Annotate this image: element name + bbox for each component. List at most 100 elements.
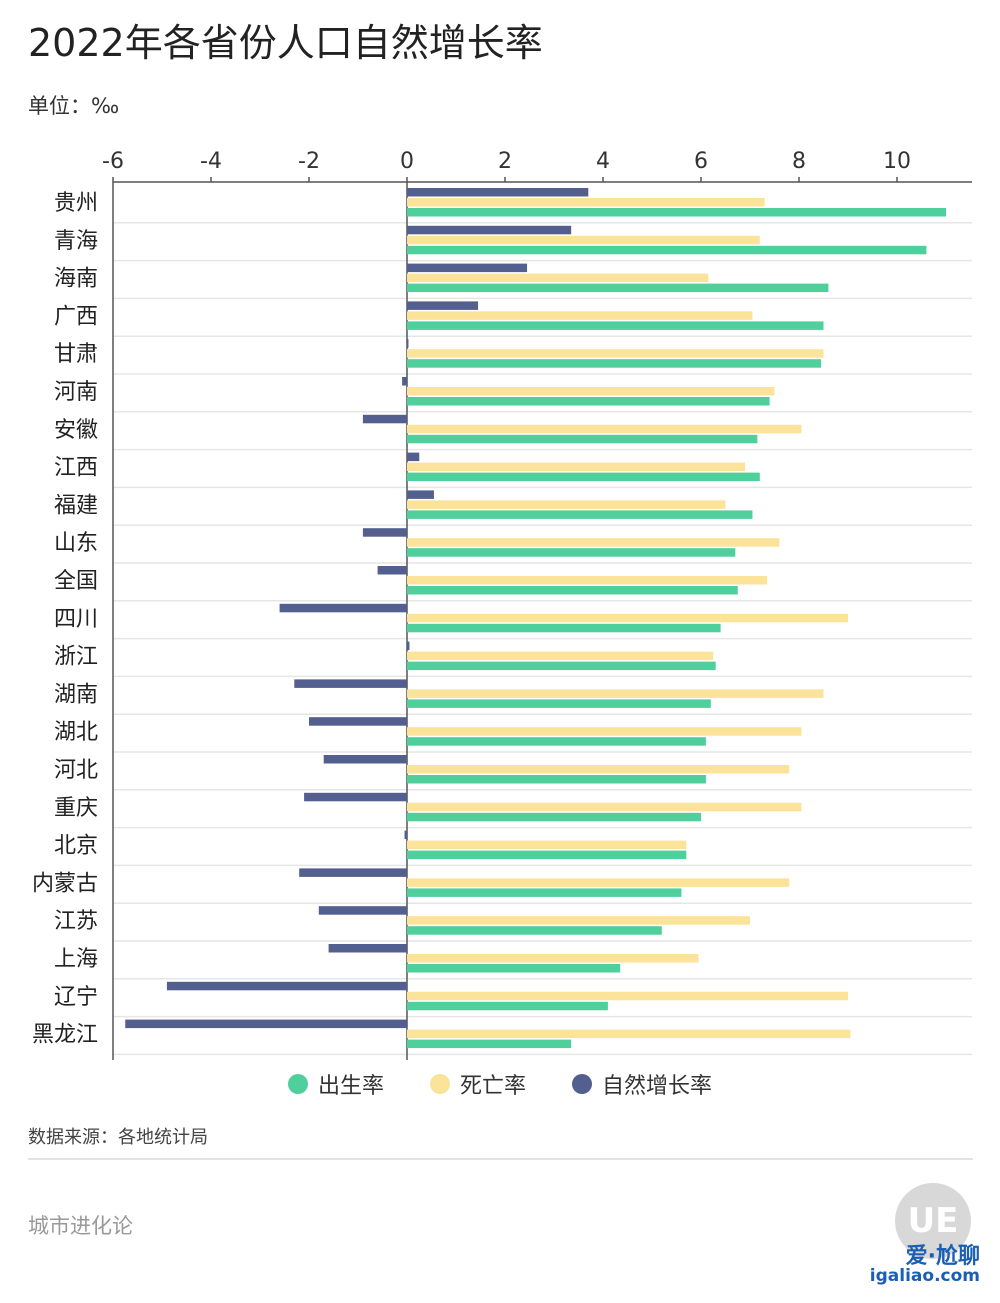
bar-natural [362, 528, 407, 537]
bar-natural [318, 906, 407, 915]
bar-natural [407, 301, 479, 310]
bar-birth [407, 321, 824, 330]
brand-logo: UE [895, 1183, 971, 1259]
bar-natural [377, 566, 407, 575]
bar-natural [309, 717, 407, 726]
bar-death [407, 954, 699, 963]
bar-birth [407, 283, 829, 293]
bar-birth [407, 926, 662, 935]
legend-item-death: 死亡率 [429, 1068, 526, 1100]
bar-natural [407, 452, 420, 462]
bar-death [407, 462, 746, 472]
category-label: 青海 [54, 229, 98, 254]
x-tick-label: -4 [200, 149, 222, 174]
data-source: 数据来源：各地统计局 [28, 1127, 208, 1148]
bar-natural [407, 225, 572, 235]
legend-label-natural: 自然增长率 [602, 1074, 713, 1099]
bar-death [407, 538, 780, 547]
category-label: 甘肃 [54, 342, 98, 367]
bar-natural [407, 641, 410, 651]
category-label: 江苏 [54, 909, 98, 934]
legend: 出生率 死亡率 自然增长率 [0, 1068, 1000, 1100]
unit-label: 单位：‰ [28, 94, 120, 118]
bar-birth [407, 623, 721, 633]
bar-birth [407, 548, 736, 557]
footer-brand: 城市进化论 [28, 1214, 133, 1238]
bar-birth [407, 888, 682, 897]
bar-death [407, 727, 802, 736]
bar-death [407, 878, 790, 887]
category-label: 广西 [54, 304, 98, 329]
legend-swatch-death [429, 1074, 450, 1094]
bar-natural [404, 830, 407, 840]
category-label: 海南 [54, 267, 98, 292]
category-label: 上海 [54, 947, 98, 972]
legend-label-birth: 出生率 [317, 1074, 384, 1099]
category-label: 湖南 [54, 682, 98, 707]
x-tick-label: -2 [298, 149, 320, 174]
bar-birth [407, 964, 621, 973]
bar-death [407, 1029, 851, 1039]
bar-birth [407, 359, 822, 368]
x-tick-label: 6 [694, 149, 708, 174]
category-label: 辽宁 [54, 985, 98, 1010]
category-label: 河北 [54, 758, 98, 783]
category-label: 内蒙古 [32, 871, 98, 896]
bar-birth [407, 472, 760, 482]
x-tick-label: 2 [498, 149, 512, 174]
legend-item-natural: 自然增长率 [572, 1068, 712, 1100]
bar-birth [407, 510, 753, 519]
category-label: 浙江 [54, 645, 98, 670]
bar-death [407, 349, 824, 358]
bar-birth [407, 397, 770, 406]
bar-birth [407, 775, 706, 784]
chart-title: 2022年各省份人口自然增长率 [28, 21, 543, 65]
bar-natural [407, 263, 528, 273]
x-tick-label: 0 [400, 149, 414, 174]
bar-natural [166, 981, 407, 991]
category-label: 重庆 [54, 796, 98, 821]
site-watermark: 爱·尬聊 igaliao.com [840, 1238, 990, 1294]
bar-birth [407, 586, 738, 595]
site-name: 爱·尬聊 [905, 1244, 980, 1269]
bar-birth [407, 208, 946, 217]
bar-death [407, 235, 760, 245]
x-tick-label: 8 [792, 149, 806, 174]
category-label: 江西 [54, 456, 98, 481]
bar-death [407, 198, 765, 207]
category-label: 福建 [54, 493, 98, 518]
bar-birth [407, 812, 701, 822]
legend-item-birth: 出生率 [287, 1068, 384, 1100]
bar-death [407, 311, 753, 320]
bar-natural [328, 944, 407, 953]
bar-death [407, 651, 714, 661]
category-label: 河南 [54, 380, 98, 405]
bar-death [407, 613, 848, 623]
bar-natural [323, 755, 407, 764]
bar-chart: -6 -4 -2 0 2 4 6 8 10 贵州青海海南广西甘肃河南安徽江西福建山东全国四川浙江湖… [32, 149, 972, 1060]
bar-birth [407, 1039, 572, 1049]
bar-birth [407, 434, 758, 444]
bar-natural [402, 377, 407, 386]
bar-natural [294, 679, 407, 688]
bar-natural [407, 188, 589, 197]
bar-death [407, 991, 848, 1001]
legend-swatch-birth [287, 1074, 308, 1094]
bar-death [407, 765, 790, 774]
category-label: 黑龙江 [32, 1023, 98, 1048]
bar-death [407, 273, 709, 283]
x-tick-label: -6 [102, 149, 124, 174]
category-label: 贵州 [54, 191, 98, 216]
divider [28, 1158, 973, 1160]
category-label: 四川 [54, 607, 98, 632]
bar-natural [279, 603, 407, 613]
bar-birth [407, 245, 927, 255]
bar-birth [407, 737, 706, 746]
bar-death [407, 916, 750, 925]
category-label: 山东 [54, 531, 98, 556]
bar-natural [407, 339, 409, 348]
category-label: 北京 [54, 834, 98, 859]
bar-death [407, 424, 802, 434]
bar-natural [407, 490, 434, 499]
bar-natural [304, 792, 407, 802]
